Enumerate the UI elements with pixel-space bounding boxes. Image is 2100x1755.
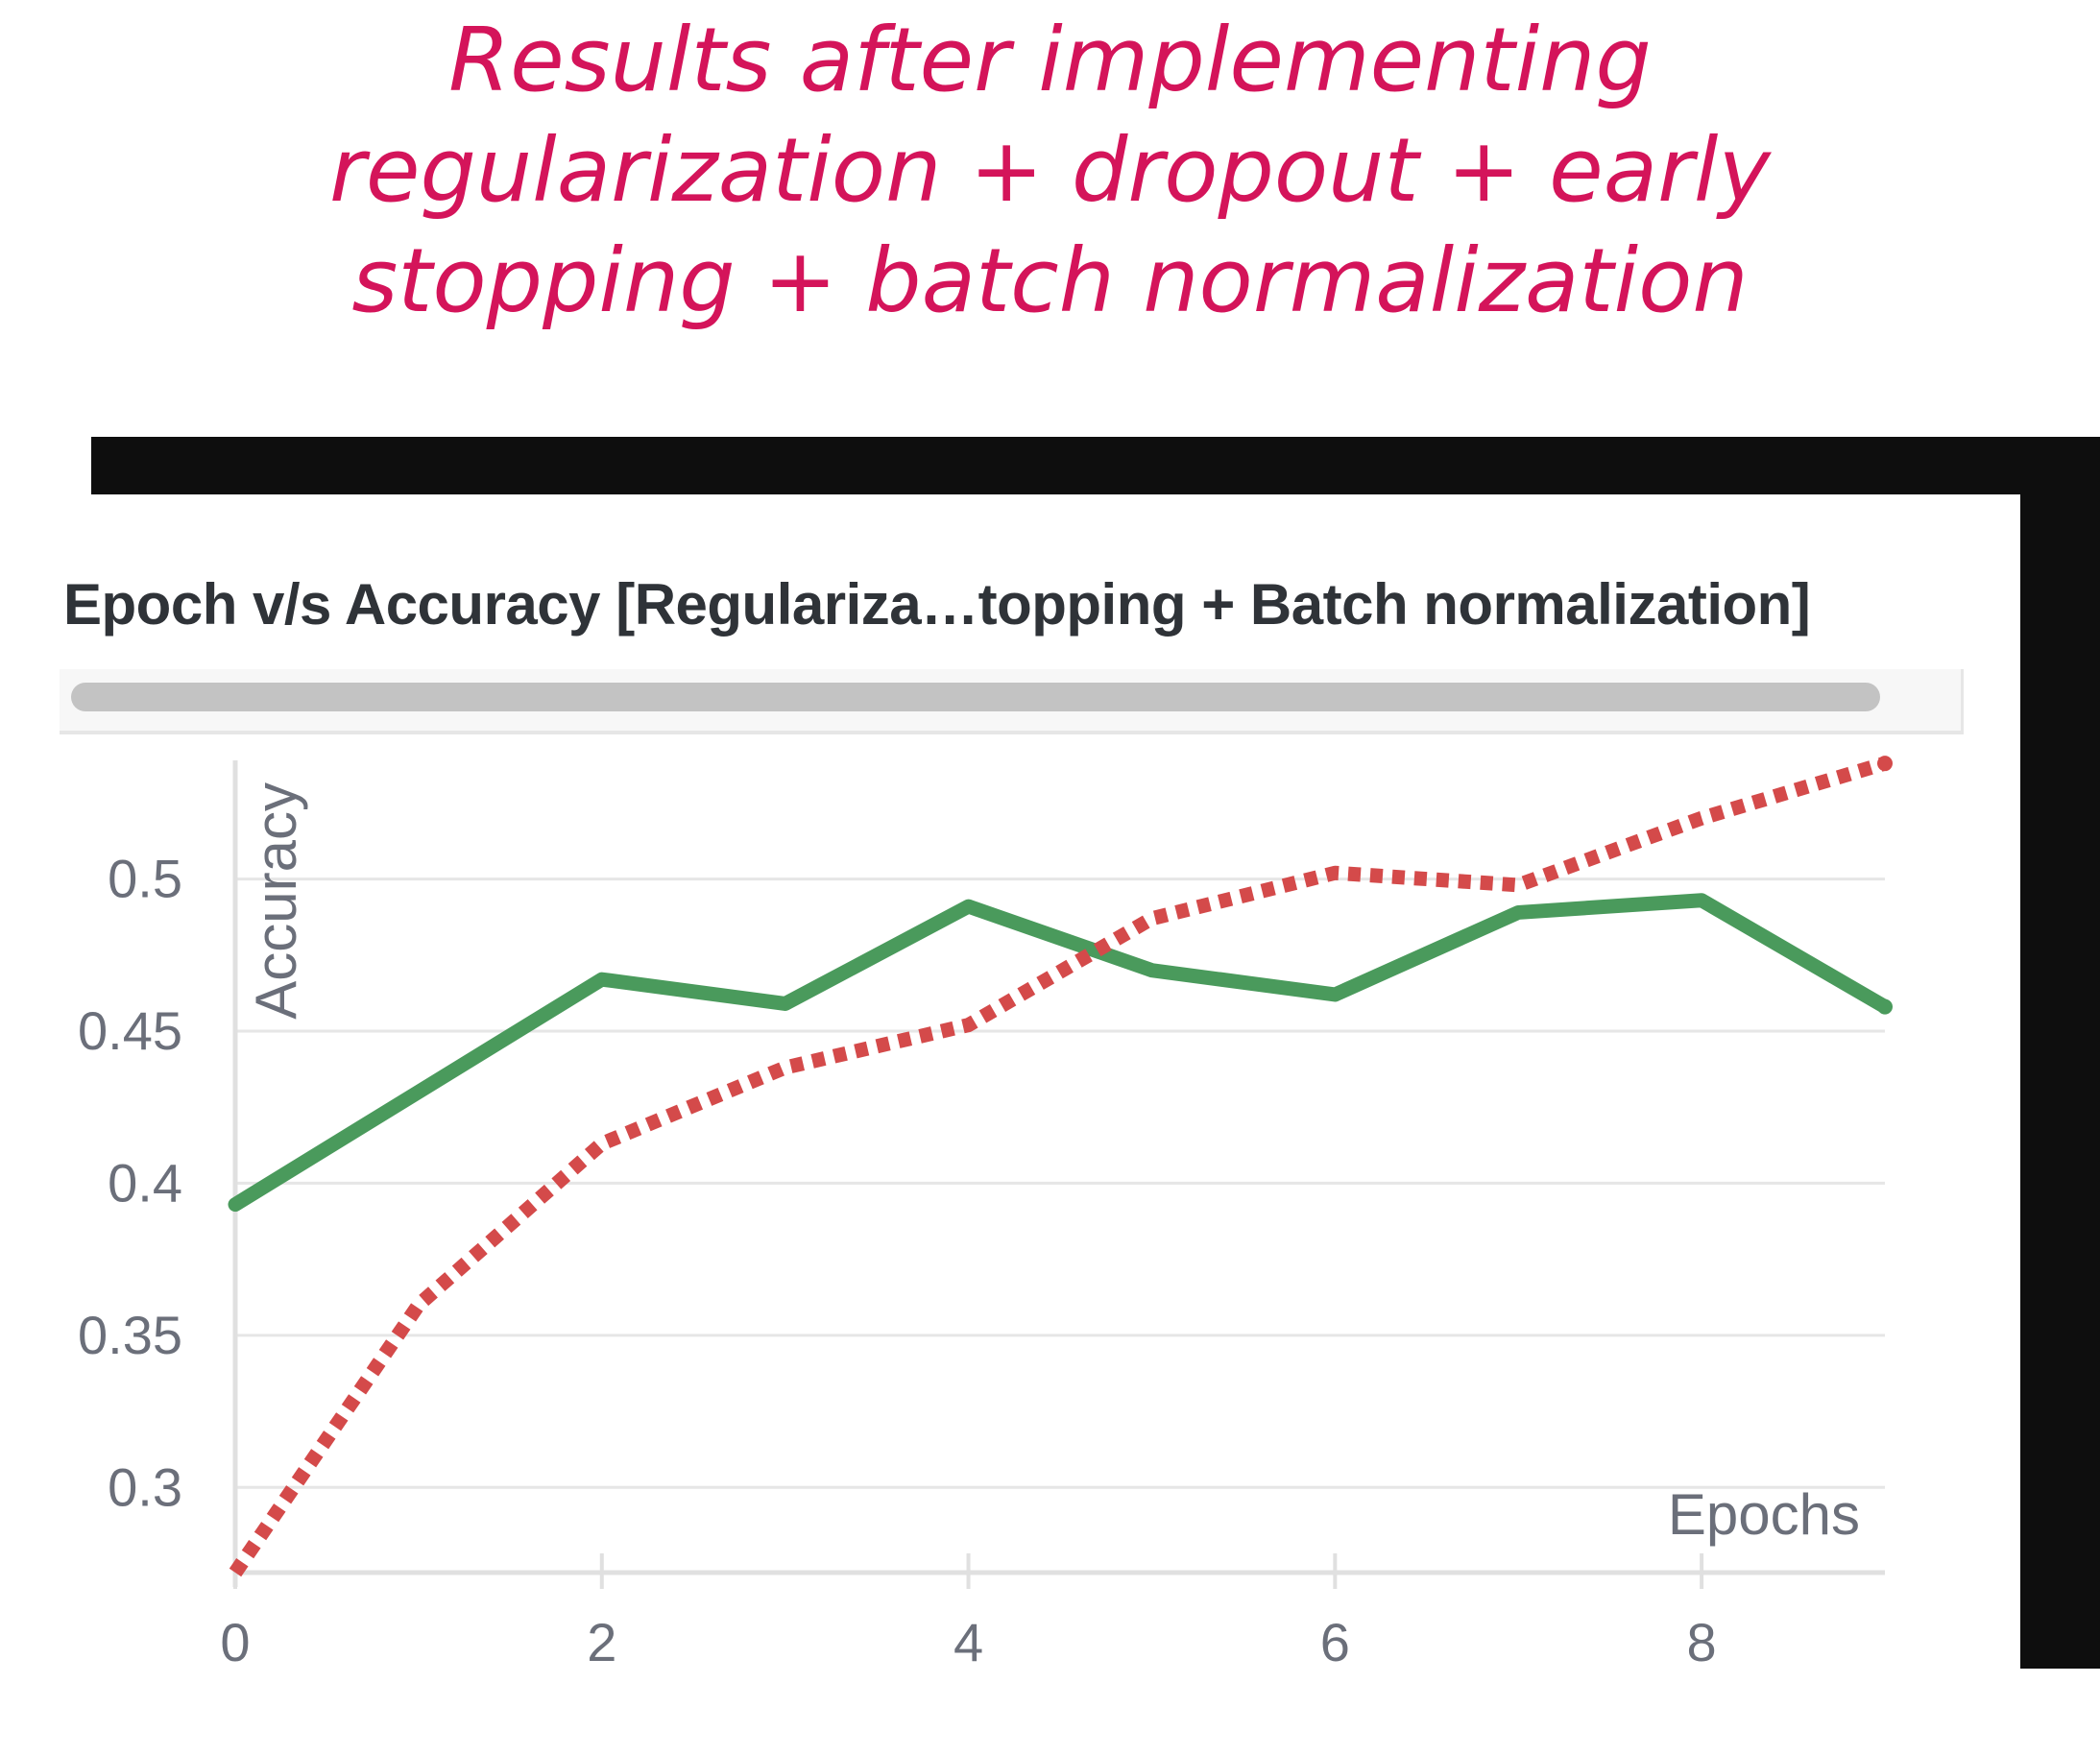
series-end-point-1 xyxy=(1877,756,1893,772)
y-tick-label: 0.5 xyxy=(108,849,182,909)
screenshot-frame-top xyxy=(91,437,2100,494)
line-chart: 0.3 0.35 0.4 0.45 0.5 0 2 4 6 8 Accuracy Epochs xyxy=(78,756,1893,1672)
annotation-line-2: regularization + dropout + early xyxy=(329,119,1771,222)
annotation-line-3: stopping + batch normalization xyxy=(351,229,1749,332)
y-axis-label: Accuracy xyxy=(244,782,308,1020)
chart-title: Epoch v/s Accuracy [Regulariza…topping +… xyxy=(63,572,1811,637)
series-end-point-0 xyxy=(1877,998,1893,1015)
y-tick-label: 0.3 xyxy=(108,1456,182,1517)
series-line-1 xyxy=(229,756,1888,1577)
annotation-line-1: Results after implementing xyxy=(448,9,1652,111)
x-axis-label: Epochs xyxy=(1668,1482,1860,1547)
x-tick-label: 0 xyxy=(220,1612,250,1672)
chart-panel: Epoch v/s Accuracy [Regulariza…topping +… xyxy=(0,494,2020,1755)
x-tick-label: 6 xyxy=(1320,1612,1350,1672)
series-line-0 xyxy=(228,893,1893,1213)
x-tick-label: 2 xyxy=(587,1612,616,1672)
y-tick-label: 0.35 xyxy=(78,1305,182,1365)
screenshot-frame-right xyxy=(2020,437,2100,1669)
y-tick-label: 0.4 xyxy=(108,1152,182,1213)
title-scrollbar[interactable] xyxy=(60,669,1964,734)
handwritten-annotation: Results after implementing regularizatio… xyxy=(0,0,2100,384)
x-tick-label: 8 xyxy=(1687,1612,1717,1672)
x-tick-label: 4 xyxy=(953,1612,983,1672)
scrollbar-thumb[interactable] xyxy=(71,683,1880,711)
y-tick-label: 0.45 xyxy=(78,1000,182,1061)
